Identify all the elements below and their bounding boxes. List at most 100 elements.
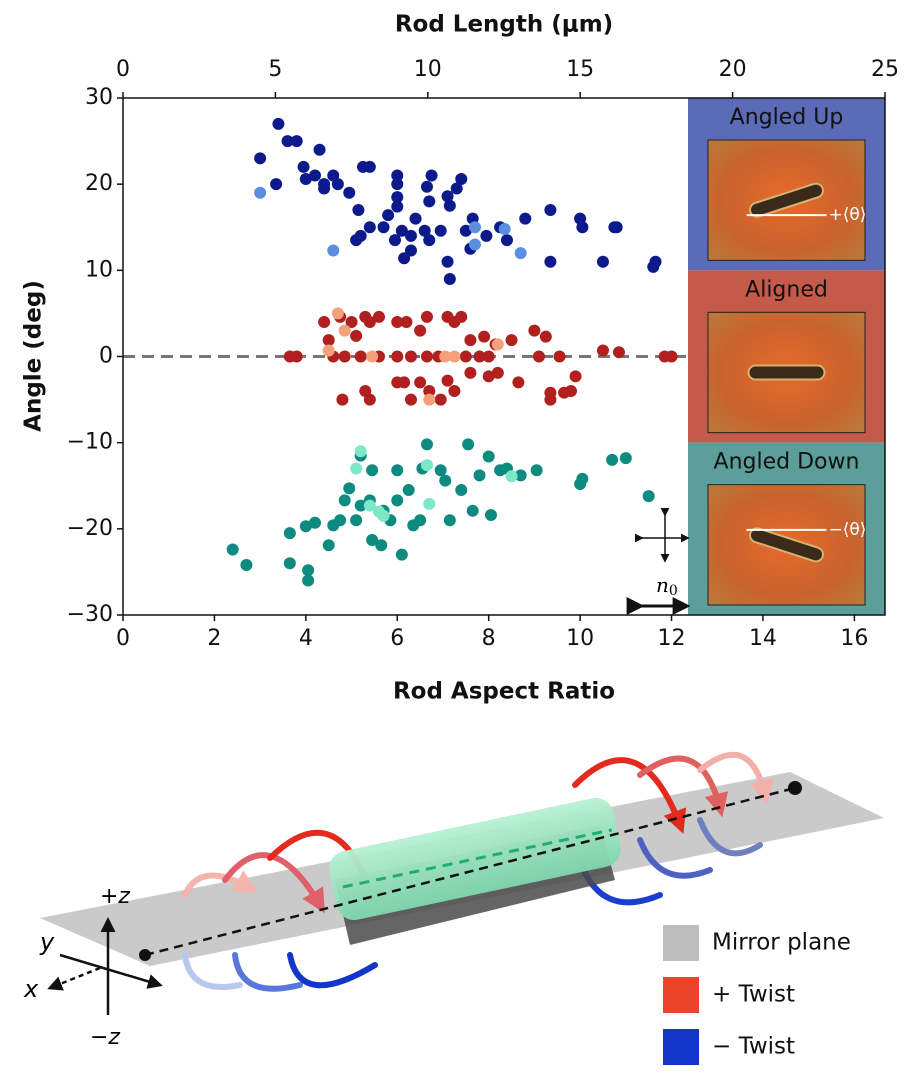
- point: [366, 350, 379, 363]
- y-tick-label: 10: [85, 257, 113, 282]
- point: [331, 178, 344, 191]
- point: [462, 438, 475, 451]
- point: [473, 469, 486, 482]
- point: [363, 160, 376, 173]
- axis-y: y: [39, 928, 55, 956]
- point: [372, 310, 385, 323]
- point: [336, 393, 349, 406]
- point: [439, 474, 452, 487]
- point: [448, 350, 461, 363]
- polarizer-label: n0: [656, 573, 678, 600]
- legend-swatch: [663, 977, 699, 1013]
- point: [480, 229, 493, 242]
- point: [318, 316, 331, 329]
- point: [423, 393, 436, 406]
- y-tick-label: −20: [67, 516, 113, 541]
- point: [322, 539, 335, 552]
- point: [441, 255, 454, 268]
- point: [363, 316, 376, 329]
- inset-panel: Angled Up +⟨θ⟩: [688, 98, 885, 271]
- point: [404, 229, 417, 242]
- x-tick-label: 10: [566, 626, 594, 651]
- inset-panel: Angled Down −⟨θ⟩: [688, 442, 885, 615]
- point: [366, 534, 379, 547]
- point: [254, 152, 267, 165]
- point: [354, 229, 367, 242]
- point: [544, 255, 557, 268]
- legend-label: Mirror plane: [712, 930, 851, 956]
- panels: Angled Up +⟨θ⟩ Aligned Angled Down −⟨θ⟩: [688, 98, 885, 615]
- point: [420, 310, 433, 323]
- point: [302, 564, 315, 577]
- axis-minus-z: −z: [90, 1025, 120, 1050]
- point: [512, 376, 525, 389]
- point: [283, 557, 296, 570]
- point: [423, 234, 436, 247]
- legend-swatch: [663, 1029, 699, 1065]
- point: [544, 204, 557, 217]
- point: [354, 350, 367, 363]
- x-tick-label: 2: [207, 626, 221, 651]
- point: [443, 199, 456, 212]
- point: [665, 350, 678, 363]
- point: [539, 330, 552, 343]
- point: [350, 514, 363, 527]
- point: [558, 386, 571, 399]
- point: [391, 464, 404, 477]
- diagram: +z y x −z Mirror plane + Twist − Twist: [23, 751, 884, 1065]
- point: [327, 244, 340, 257]
- point: [420, 180, 433, 193]
- point: [606, 453, 619, 466]
- y-tick-label: 30: [85, 85, 113, 110]
- point: [418, 224, 431, 237]
- point: [420, 459, 433, 472]
- y-tick-label: −30: [67, 602, 113, 627]
- point: [322, 344, 335, 357]
- point: [391, 169, 404, 182]
- point: [491, 338, 504, 351]
- point: [466, 504, 479, 517]
- point: [254, 186, 267, 199]
- point: [391, 178, 404, 191]
- point: [388, 234, 401, 247]
- rod-image: [747, 364, 826, 381]
- point: [395, 224, 408, 237]
- point: [576, 221, 589, 234]
- cylinder: [329, 797, 621, 920]
- point: [363, 393, 376, 406]
- x2-tick-label: 15: [566, 57, 594, 82]
- rod-image: [749, 527, 824, 563]
- point: [455, 484, 468, 497]
- point: [377, 509, 390, 522]
- angle-annotation: −⟨θ⟩: [829, 520, 867, 540]
- x2-tick-label: 25: [871, 57, 899, 82]
- y-tick-label: 20: [85, 171, 113, 196]
- point: [226, 543, 239, 556]
- point: [331, 307, 344, 320]
- point: [455, 172, 468, 185]
- point: [441, 190, 454, 203]
- point: [610, 221, 623, 234]
- point: [350, 329, 363, 342]
- point: [612, 346, 625, 359]
- point: [343, 482, 356, 495]
- point: [464, 334, 477, 347]
- point: [484, 509, 497, 522]
- panel-label: Aligned: [745, 277, 828, 302]
- point: [363, 221, 376, 234]
- axis-plus-z: +z: [100, 884, 130, 909]
- polarizer-subscript: 0: [669, 583, 678, 599]
- x-tick-label: 12: [658, 626, 686, 651]
- point: [398, 252, 411, 265]
- point: [468, 221, 481, 234]
- point: [404, 393, 417, 406]
- x2-tick-label: 0: [116, 57, 130, 82]
- point: [297, 160, 310, 173]
- point: [596, 255, 609, 268]
- point: [505, 334, 518, 347]
- point: [647, 260, 660, 273]
- point: [308, 169, 321, 182]
- point: [423, 195, 436, 208]
- point: [498, 222, 511, 235]
